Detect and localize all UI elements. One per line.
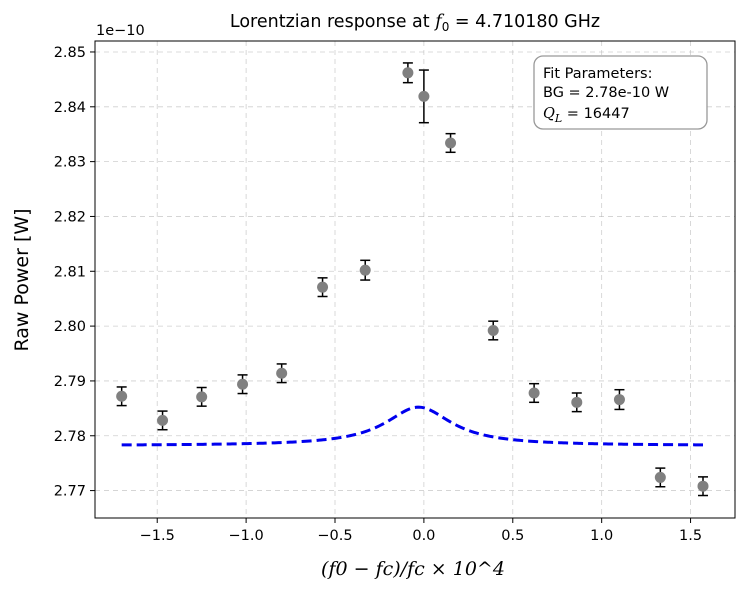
data-marker: [157, 414, 169, 426]
data-marker: [116, 390, 128, 402]
data-marker: [196, 391, 208, 403]
data-marker: [418, 90, 430, 102]
fit-box-ql: QL = 16447: [543, 106, 630, 125]
y-axis-label: Raw Power [W]: [11, 208, 33, 351]
data-marker: [359, 264, 371, 276]
data-point: [487, 320, 499, 341]
data-marker: [402, 67, 414, 79]
data-marker: [697, 480, 709, 492]
y-offset-text: 1e−10: [96, 23, 145, 39]
fit-box-title: Fit Parameters:: [543, 66, 653, 82]
x-tick-label: 1.0: [590, 528, 613, 544]
fit-parameters-box: Fit Parameters: BG = 2.78e-10 W QL = 164…: [533, 55, 708, 130]
data-marker: [276, 367, 288, 379]
y-tick-label: 2.80: [54, 319, 86, 335]
y-tick-label: 2.85: [54, 45, 86, 61]
data-points: [116, 62, 709, 497]
y-tick-label: 2.77: [54, 484, 86, 500]
y-axis-ticks: 2.77 2.78 2.79 2.80 2.81 2.82 2.83 2.84 2.85: [54, 45, 95, 500]
data-point: [418, 69, 430, 124]
data-point: [157, 410, 169, 431]
lorentzian-fit-curve: [121, 405, 704, 447]
chart-title: Lorentzian response at f0 = 4.710180 GHz: [230, 12, 600, 34]
y-tick-label: 2.79: [54, 374, 86, 390]
fit-box-bg: BG = 2.78e-10 W: [543, 85, 669, 101]
x-axis-label: (f0 − fc)/fc × 10^4: [321, 558, 505, 580]
data-point: [571, 392, 583, 413]
data-marker: [571, 396, 583, 408]
x-tick-label: −1.0: [229, 528, 264, 544]
data-point: [116, 386, 128, 407]
y-tick-label: 2.78: [54, 429, 86, 445]
data-point: [445, 132, 457, 154]
x-tick-label: −1.5: [140, 528, 175, 544]
data-point: [613, 388, 625, 411]
y-tick-label: 2.82: [54, 209, 86, 225]
x-tick-label: 0.5: [501, 528, 524, 544]
data-marker: [654, 471, 666, 483]
data-point: [196, 386, 208, 407]
x-tick-label: 0.0: [412, 528, 435, 544]
data-marker: [237, 378, 249, 390]
data-point: [359, 259, 371, 281]
y-tick-label: 2.83: [54, 155, 86, 171]
data-point: [654, 467, 666, 488]
data-point: [276, 363, 288, 384]
y-tick-label: 2.81: [54, 264, 86, 280]
data-point: [237, 374, 249, 395]
plot-frame: [94, 40, 736, 519]
data-marker: [528, 387, 540, 399]
data-marker: [613, 394, 625, 406]
data-point: [402, 62, 414, 84]
data-marker: [445, 137, 457, 149]
data-point: [697, 476, 709, 497]
data-point: [317, 277, 329, 298]
data-point: [528, 382, 540, 404]
x-tick-label: 1.5: [679, 528, 702, 544]
data-marker: [487, 324, 499, 336]
fit-box-frame: [533, 55, 708, 130]
data-marker: [317, 281, 329, 293]
x-axis-ticks: −1.5 −1.0 −0.5 0.0 0.5 1.0 1.5: [140, 518, 702, 544]
y-tick-label: 2.84: [54, 100, 86, 116]
x-tick-label: −0.5: [317, 528, 352, 544]
